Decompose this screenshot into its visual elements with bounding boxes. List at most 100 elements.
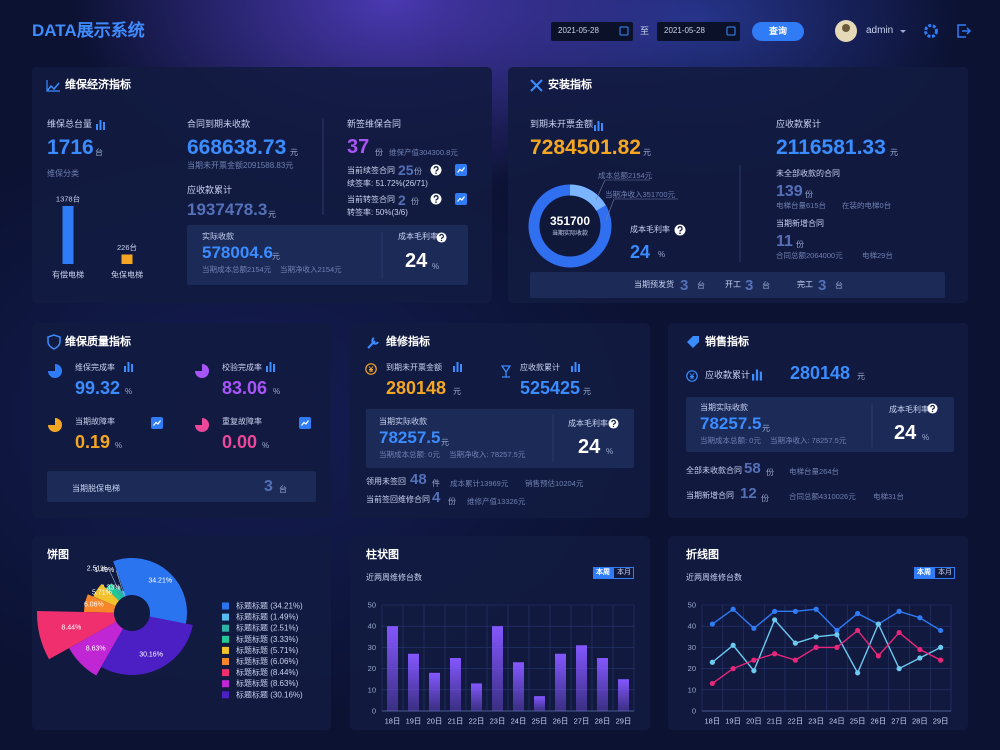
x-tick-label: 19日 [406,717,422,726]
signed-unit: 份 [448,497,456,506]
logout-icon[interactable] [957,24,972,38]
x-tick-label: 22日 [469,717,485,726]
query-button[interactable] [752,22,804,41]
line-point [896,666,902,672]
recv-label: 应收款累计 [705,370,751,380]
x-tick-label: 25日 [532,717,548,726]
recv-label: 应收款累计 [520,363,560,372]
avatar-face [842,24,850,32]
y-tick-label: 30 [688,643,696,652]
legend-label: 标题标题 (8.44%) [236,667,299,677]
title: 折线图 [686,549,719,561]
value-label: 226台 [117,242,137,252]
legend-swatch [222,646,229,654]
x-tick-label: 24日 [511,717,527,726]
recv: 280148 [790,363,851,383]
actual-label: 当期实际收款 [379,417,427,426]
due: 280148 [386,378,447,398]
recv-unit: 元 [268,210,276,219]
unpaid-lifts: 电梯台量264台 [789,467,840,476]
unpaid-unit: 份 [805,190,813,199]
line-point [813,606,819,612]
bar [450,658,461,711]
ship: 3 [680,277,689,294]
date-input[interactable] [551,22,633,41]
signed: 4 [432,489,441,506]
y-tick-label: 50 [688,601,696,610]
label: 当期故障率 [75,417,115,426]
recv-unit: 元 [890,148,898,157]
leader-line [605,198,678,221]
dropdown-caret[interactable] [900,30,906,33]
toggle-button[interactable] [914,567,934,579]
new-unit: 份 [796,240,804,249]
line-point [709,680,715,687]
new-note: 维保产值304300.8元 [389,148,458,157]
query: 查询 [769,26,788,36]
pie-slice [101,616,193,675]
recv-unit: 元 [857,372,865,381]
x-tick-label: 29日 [933,717,949,726]
margin: 24 [405,250,428,272]
line-point [875,621,881,627]
line-point [855,627,861,634]
actual-unit: 元 [762,424,770,433]
margin-unit: % [658,250,666,259]
due-note: 当期未开票金额2091588.83元 [187,161,294,170]
x-tick-label: 27日 [574,717,590,726]
borrow-label: 领用未签回 [366,477,406,486]
legend-swatch [222,635,229,643]
panel [668,536,968,730]
leader-line [116,570,123,591]
ship-label: 当期预发货 [634,280,674,289]
legend-label: 标题标题 (3.33%) [236,634,299,644]
actual-net: 当期净收入: 78257.5元 [770,436,847,445]
date-input[interactable] [657,22,740,41]
y-tick-label: 0 [372,707,376,716]
line-point [772,651,778,657]
new-label: 当期新增合同 [686,491,734,500]
transfer-unit: 份 [411,197,419,206]
value: 99.32 [75,378,121,398]
pie-slice [69,621,124,676]
actual: 78257.5 [379,428,441,447]
slice-label: 5.71% [92,590,112,597]
line-point [938,657,944,663]
x-tick-label: 21日 [448,717,464,726]
total: 1716 [47,136,94,159]
slice-label: 8.63% [86,645,106,652]
unpaid: 58 [744,460,761,477]
inner-box [530,272,945,298]
x-tick-label: 29日 [616,717,632,726]
slice-label: 30.16% [139,651,163,658]
date-from: 2021-05-28 [558,26,599,35]
x-tick-label: 23日 [490,717,506,726]
renew-rate: 续签率: 51.72%(26/71) [347,179,428,188]
settings-icon[interactable] [924,24,938,38]
donut-segment [569,184,606,212]
toggle-button[interactable] [593,567,613,579]
signed-label: 当前签回维修合同 [366,495,430,504]
bar [576,645,587,711]
pie-slice [115,586,125,599]
bar [492,626,503,711]
label: 校验完成率 [222,363,262,372]
renew-label: 当前续签合同 [347,166,395,175]
line-point [730,666,736,672]
start-label: 开工 [725,280,741,289]
value: 0.19 [75,432,111,452]
title-icon [687,336,699,348]
due-unit: 元 [643,148,651,157]
toggle-button[interactable] [934,567,955,579]
margin-label: 成本毛利率 [889,405,929,414]
offline-unit: 台 [279,485,287,494]
actual-net: 当期净收入: 78257.5元 [449,450,526,459]
margin: 24 [894,422,917,444]
label: 当期实际收款 [551,231,589,237]
ship-unit: 台 [697,281,705,290]
transfer-rate: 转签率: 50%(3/6) [347,208,408,217]
x-tick-label: 25日 [850,717,866,726]
toggle-button[interactable] [613,567,634,579]
renew-unit: 份 [414,167,422,176]
line-point [896,608,902,614]
